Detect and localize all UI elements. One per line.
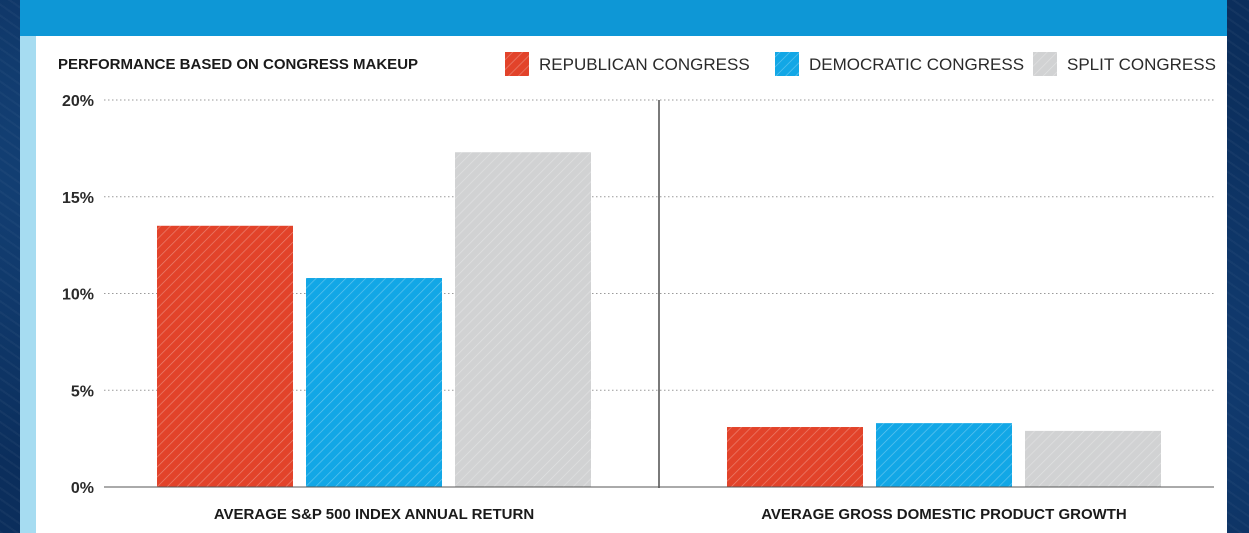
legend-item-split: SPLIT CONGRESS bbox=[1033, 52, 1216, 76]
y-tick-label: 15% bbox=[62, 190, 94, 207]
x-category-label: AVERAGE GROSS DOMESTIC PRODUCT GROWTH bbox=[761, 506, 1127, 523]
legend-swatch-hatch-split bbox=[1033, 52, 1057, 76]
bar-hatch bbox=[306, 278, 442, 487]
legend-label-split: SPLIT CONGRESS bbox=[1067, 55, 1216, 74]
bar-hatch bbox=[157, 225, 293, 487]
bar-hatch bbox=[1025, 430, 1161, 487]
chart-title: PERFORMANCE BASED ON CONGRESS MAKEUP bbox=[58, 56, 418, 73]
y-tick-label: 0% bbox=[71, 480, 94, 497]
x-category-label: AVERAGE S&P 500 INDEX ANNUAL RETURN bbox=[214, 506, 534, 523]
legend-item-democratic: DEMOCRATIC CONGRESS bbox=[775, 52, 1024, 76]
x-axis-group-labels: AVERAGE S&P 500 INDEX ANNUAL RETURN AVERA… bbox=[214, 506, 1127, 523]
bar-hatch bbox=[727, 427, 863, 487]
bars bbox=[157, 152, 1161, 487]
bar-hatch bbox=[876, 423, 1012, 487]
y-tick-label: 20% bbox=[62, 93, 94, 110]
header-bar bbox=[20, 0, 1227, 36]
legend: REPUBLICAN CONGRESS DEMOCRATIC CONGRESS … bbox=[505, 52, 1216, 76]
legend-item-republican: REPUBLICAN CONGRESS bbox=[505, 52, 750, 76]
y-tick-label: 10% bbox=[62, 287, 94, 304]
legend-swatch-hatch-democratic bbox=[775, 52, 799, 76]
bar-hatch bbox=[455, 152, 591, 487]
legend-label-democratic: DEMOCRATIC CONGRESS bbox=[809, 55, 1024, 74]
y-axis-ticks: 0% 5% 10% 15% 20% bbox=[62, 93, 94, 497]
legend-label-republican: REPUBLICAN CONGRESS bbox=[539, 55, 750, 74]
legend-swatch-hatch-republican bbox=[505, 52, 529, 76]
left-accent-strip bbox=[20, 36, 36, 533]
y-tick-label: 5% bbox=[71, 383, 94, 400]
